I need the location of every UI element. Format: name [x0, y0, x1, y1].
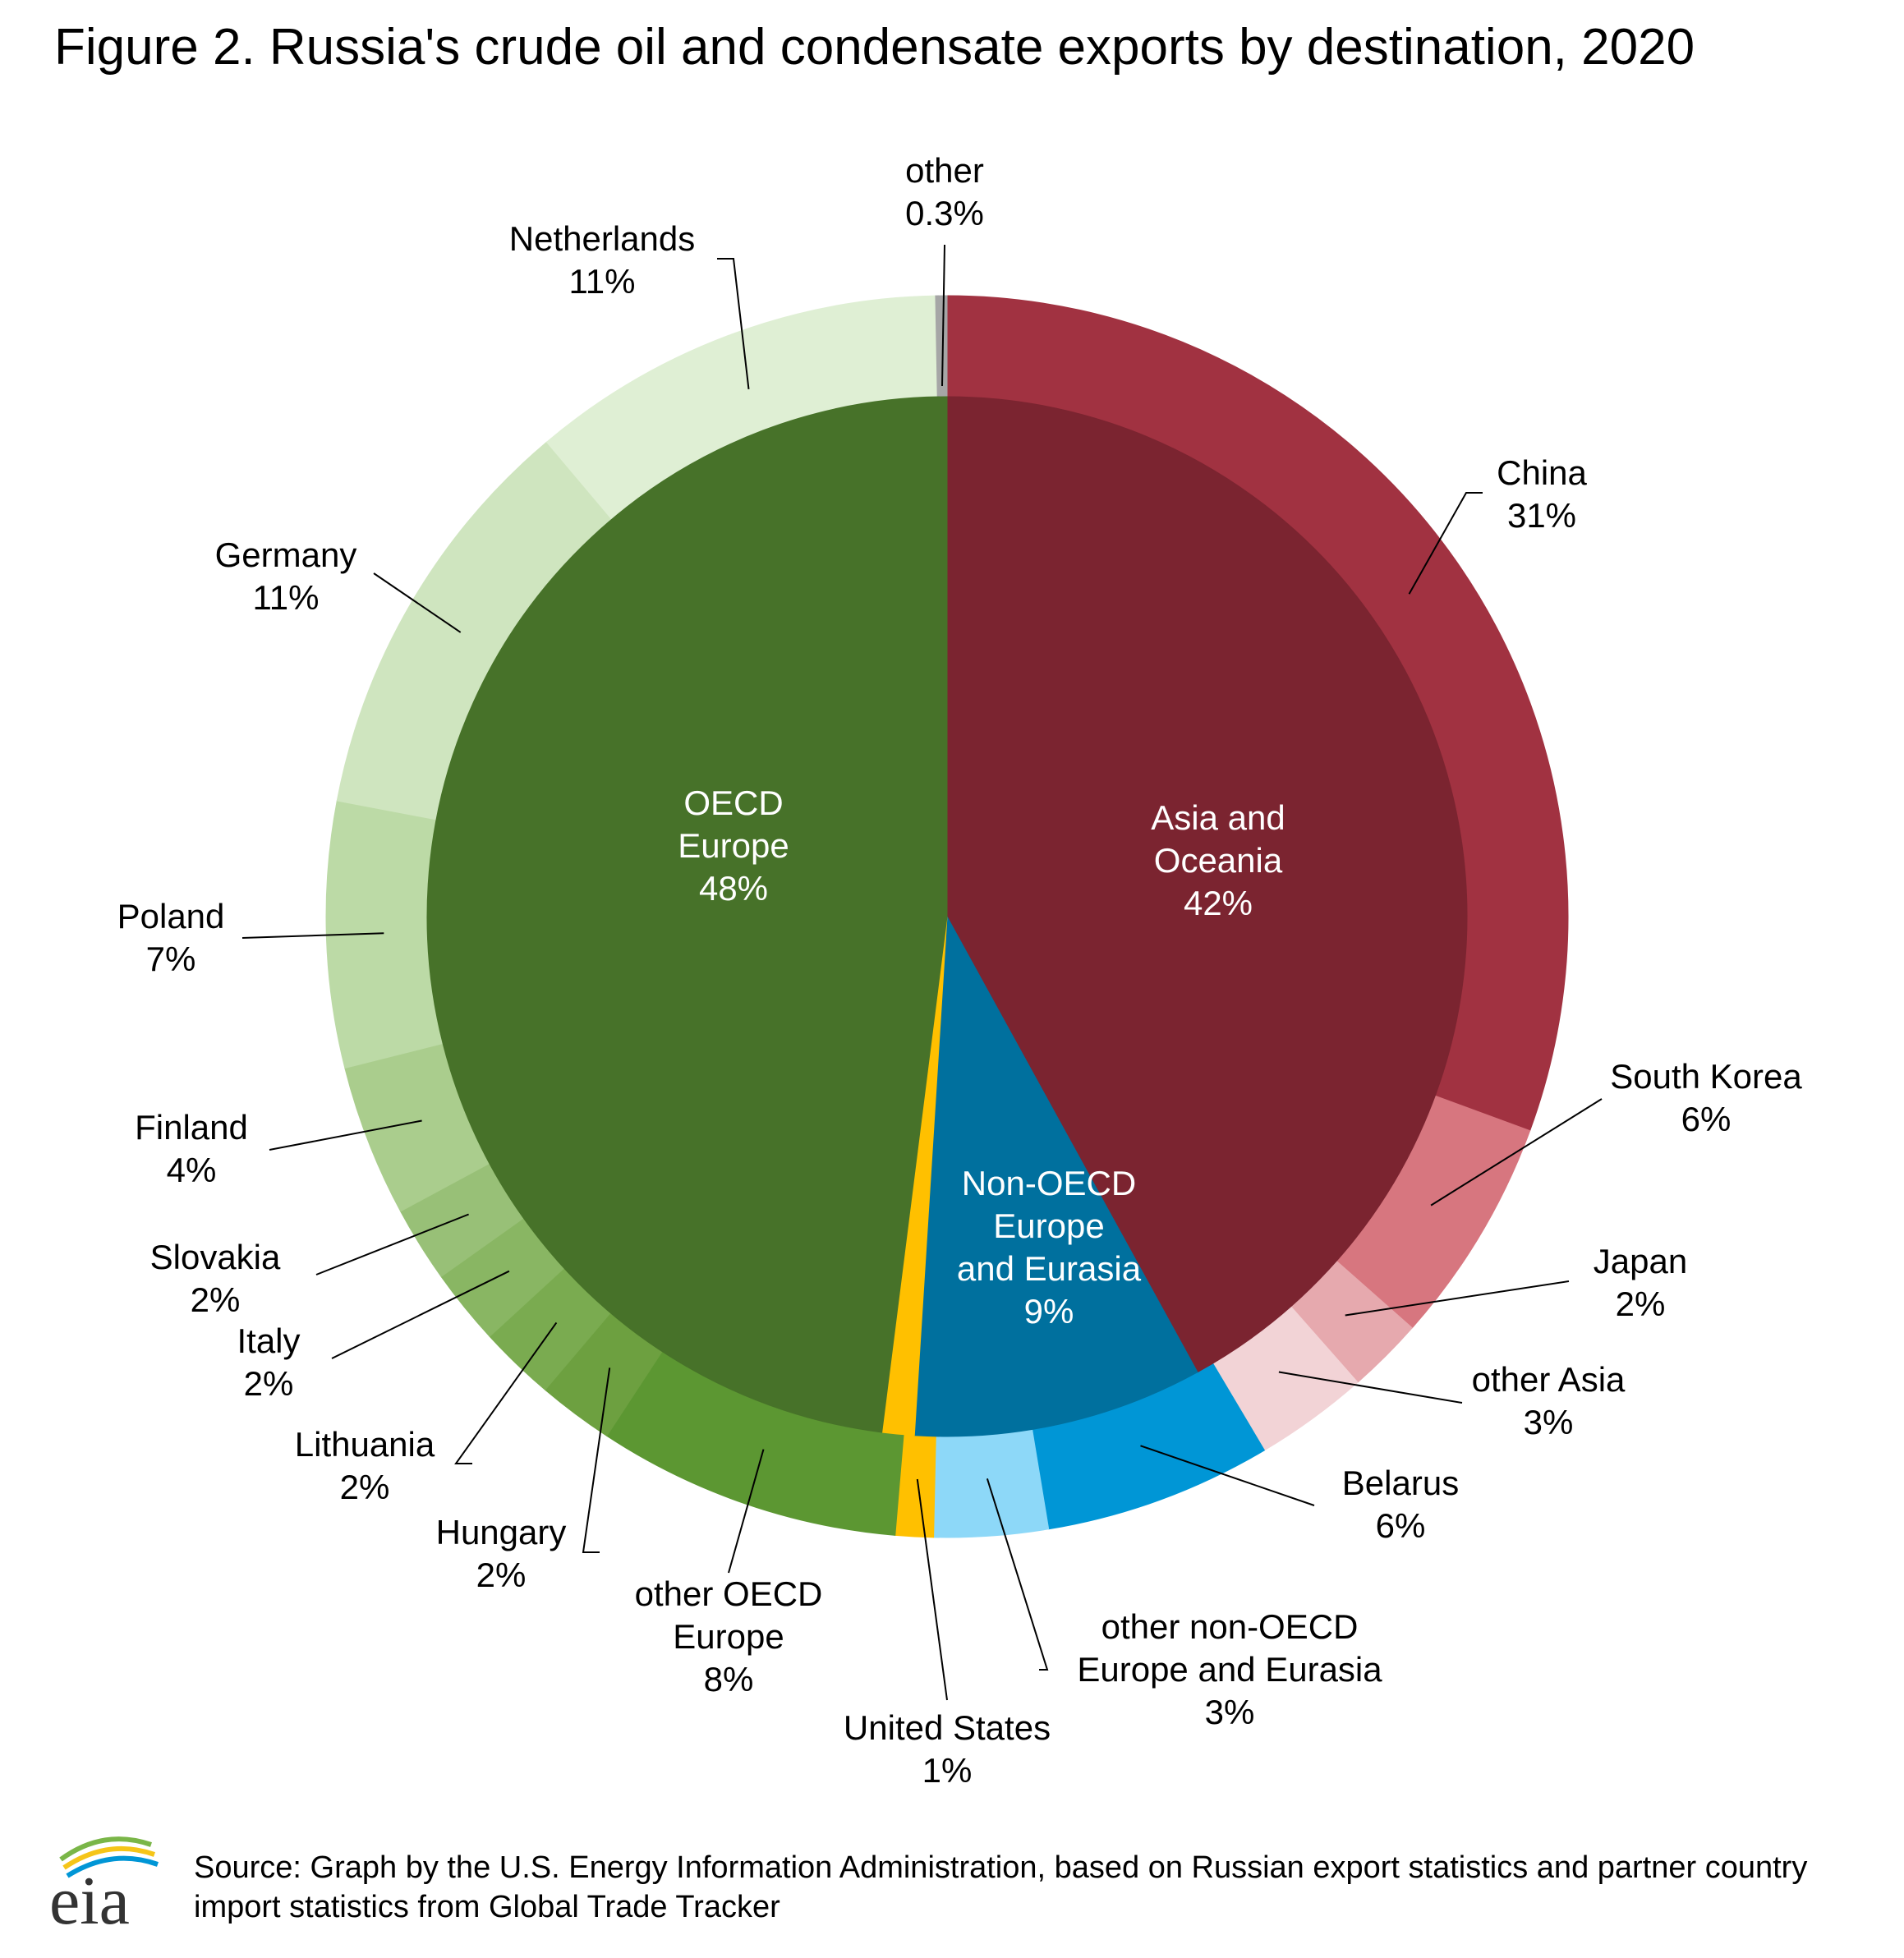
- footer: eia Source: Graph by the U.S. Energy Inf…: [46, 1827, 1878, 1942]
- eia-logo: eia: [49, 1836, 159, 1933]
- leader-line-other: [941, 244, 945, 387]
- leader-line-germany: [373, 572, 462, 633]
- outer-slice-other-non-oecd-europe-and-eurasia: [933, 1427, 1050, 1538]
- leader-line-united-states: [916, 1478, 948, 1701]
- leader-line-belarus: [1140, 1445, 1315, 1506]
- leader-line-poland: [241, 932, 384, 939]
- outer-ring: [325, 295, 1569, 1538]
- leader-lines: [241, 244, 1603, 1701]
- leader-line-hungary: [582, 1367, 611, 1553]
- outer-label-slovakia: Slovakia 2%: [150, 1238, 281, 1319]
- inner-slice-oecd-europe: [426, 396, 948, 1433]
- logo-text: eia: [49, 1863, 130, 1933]
- outer-label-lithuania: Lithuania 2%: [295, 1425, 435, 1506]
- outer-label-united-states: United States 1%: [844, 1708, 1051, 1790]
- leader-line-finland: [269, 1119, 422, 1151]
- leader-line-china: [1408, 492, 1483, 595]
- inner-label-non-oecd-europe-and-eurasia: Non-OECD Europe and Eurasia 9%: [957, 1164, 1142, 1331]
- outer-label-japan: Japan 2%: [1594, 1242, 1687, 1323]
- outer-label-finland: Finland 4%: [135, 1108, 248, 1189]
- leader-line-other-oecd-europe: [728, 1449, 765, 1574]
- inner-slice-asia-and-oceania: [946, 396, 1468, 1373]
- inner-slice-non-oecd-europe-and-eurasia: [913, 915, 1198, 1437]
- outer-label-china: China 31%: [1497, 453, 1587, 535]
- outer-label-germany: Germany 11%: [215, 535, 357, 617]
- outer-label-other-asia: other Asia 3%: [1472, 1360, 1626, 1441]
- leader-line-other-non-oecd-europe-and-eurasia: [986, 1478, 1049, 1671]
- leader-line-italy: [331, 1270, 510, 1359]
- leader-line-lithuania: [454, 1321, 558, 1464]
- leader-line-south-korea: [1430, 1098, 1603, 1207]
- outer-label-italy: Italy 2%: [237, 1321, 300, 1403]
- inner-label-oecd-europe: OECD Europe 48%: [678, 784, 789, 908]
- leader-line-japan: [1345, 1280, 1570, 1317]
- data-labels: Asia and Oceania 42% Non-OECD Europe and Eura…: [117, 151, 1803, 1790]
- outer-label-poland: Poland 7%: [117, 897, 225, 978]
- inner-label-asia-and-oceania: Asia and Oceania 42%: [1151, 798, 1285, 922]
- chart-title: Figure 2. Russia's crude oil and condens…: [54, 19, 1695, 76]
- outer-label-netherlands: Netherlands 11%: [509, 219, 695, 301]
- outer-label-belarus: Belarus 6%: [1342, 1464, 1459, 1545]
- nested-donut-chart: Asia and Oceania 42% Non-OECD Europe and Eura…: [117, 151, 1803, 1790]
- outer-label-other-oecd-europe: other OECD Europe 8%: [635, 1574, 823, 1698]
- outer-label-other-non-oecd-europe-and-eurasia: other non-OECD Europe and Eurasia 3%: [1077, 1607, 1382, 1731]
- outer-label-hungary: Hungary 2%: [436, 1513, 567, 1594]
- leader-line-slovakia: [315, 1213, 469, 1275]
- leader-line-other-asia: [1278, 1371, 1463, 1404]
- outer-slice-other: [935, 295, 948, 399]
- outer-label-other: other 0.3%: [905, 151, 984, 232]
- source-note: Source: Graph by the U.S. Energy Informa…: [194, 1850, 1808, 1924]
- inner-pie: [426, 396, 1468, 1437]
- outer-label-south-korea: South Korea 6%: [1610, 1057, 1802, 1138]
- leader-line-netherlands: [717, 258, 750, 390]
